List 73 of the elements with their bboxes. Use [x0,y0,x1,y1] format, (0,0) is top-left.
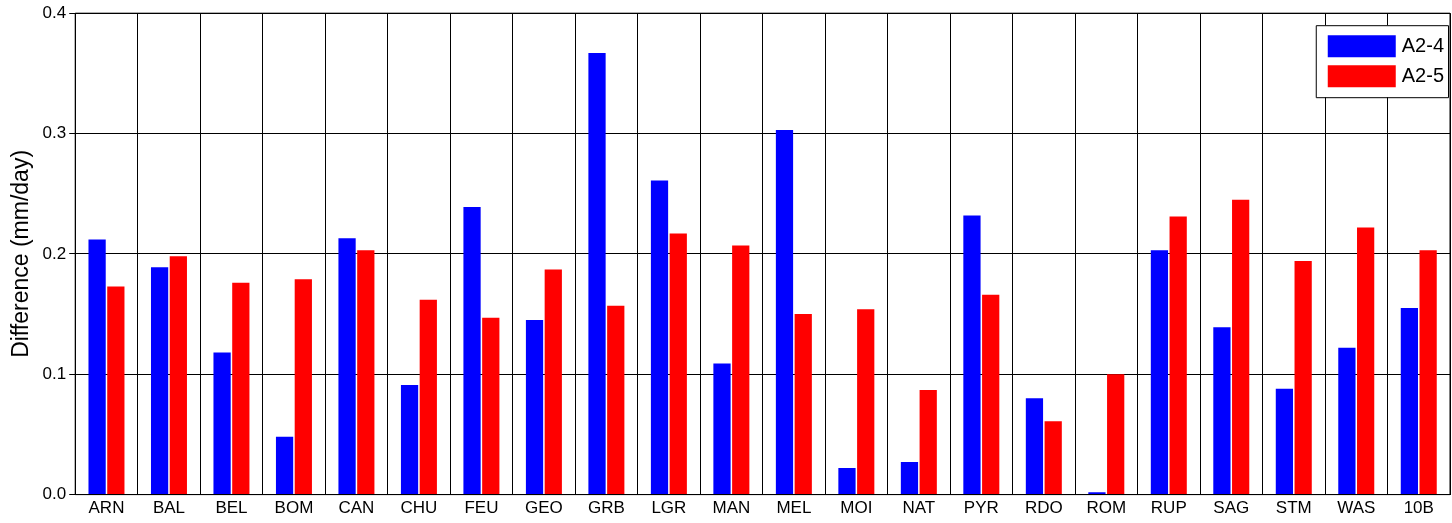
bar [419,299,437,495]
bar [1044,421,1062,495]
bar [1025,398,1044,495]
y-tick-label: 0.1 [42,363,67,383]
bar [482,317,500,495]
bar [107,286,125,495]
bar [775,129,794,495]
bar [213,352,231,495]
x-tick-label: MOI [840,498,873,518]
bar [357,250,375,495]
legend-label: A2-5 [1401,63,1444,86]
x-tick-label: CAN [338,498,375,518]
bar [982,294,1000,495]
y-axis-title: Difference (mm/day) [7,149,34,358]
bar [650,180,669,495]
bar [1107,374,1125,495]
bar [588,52,606,495]
bar [919,389,937,495]
bar [294,279,312,495]
x-tick-label: BAL [152,498,186,518]
x-tick-label: CHU [400,498,438,518]
x-tick-label: PYR [963,498,999,518]
bar [544,269,562,495]
x-tick-label: MAN [712,498,751,518]
x-tick-label: LGR [651,498,687,518]
bar [1169,216,1187,495]
x-tick-label: RUP [1150,498,1187,518]
bar [169,256,187,495]
bar [963,215,981,495]
bar [232,282,250,495]
x-tick-label: STM [1275,498,1312,518]
bar [1213,327,1231,495]
y-tick-label: 0.0 [42,484,67,504]
bar [1275,388,1294,495]
bar [525,320,544,495]
bar [1294,261,1312,495]
x-tick-label: RDO [1024,498,1063,518]
x-tick-label: FEU [464,498,499,518]
x-tick-label: BEL [215,498,248,518]
bar [1419,250,1437,495]
bar [338,238,356,495]
bar [838,468,856,495]
bar [1400,308,1419,495]
x-tick-label: MEL [776,498,812,518]
bar [1150,250,1169,495]
bar [150,267,169,495]
bar [607,305,625,495]
x-tick-label: BOM [274,498,314,518]
legend-label: A2-4 [1401,33,1444,56]
x-tick-label: 10B [1403,498,1434,518]
y-tick-label: 0.3 [42,123,67,143]
x-tick-label: NAT [902,498,936,518]
x-tick-label: GEO [525,498,563,518]
y-tick-label: 0.4 [42,2,67,22]
bar [1232,199,1250,495]
bar [794,314,812,495]
x-tick-label: ROM [1086,498,1127,518]
bar [463,206,481,495]
x-tick-label: ARN [88,498,125,518]
bar [732,245,750,495]
bar [900,462,919,495]
bar [400,385,419,495]
bar [669,233,687,495]
x-tick-label: GRB [587,498,625,518]
bar [88,239,106,495]
bar [713,363,731,495]
y-tick-label: 0.2 [42,243,67,263]
x-tick-label: SAG [1213,498,1250,518]
x-tick-label: WAS [1337,498,1376,518]
bar [857,309,875,495]
bar [1357,227,1375,495]
bar [275,436,294,495]
bar [1338,347,1356,495]
